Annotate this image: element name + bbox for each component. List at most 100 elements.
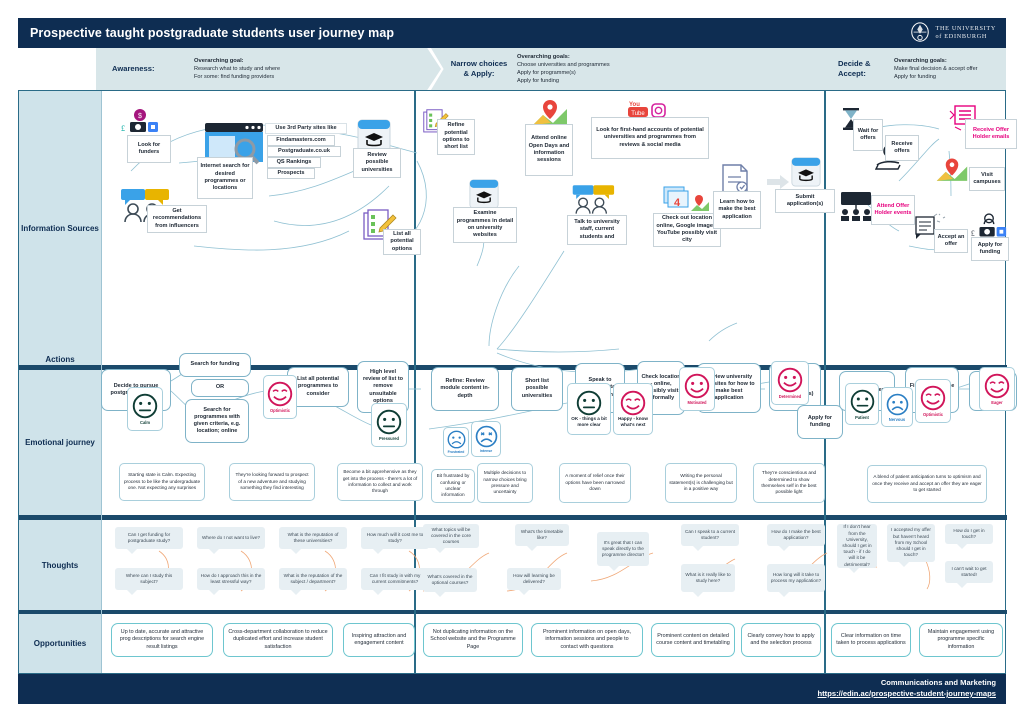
thought-text: How do I approach this in the least stre… bbox=[200, 572, 262, 584]
node-label: Accept an offer bbox=[937, 233, 965, 247]
phase-decide-accept[interactable]: Decide & Accept: Overarching goals: Make… bbox=[824, 48, 1006, 90]
info-node-learn-best-application[interactable]: Learn how to make the best application bbox=[713, 191, 761, 229]
info-node-postgraduate-couk[interactable]: Postgraduate.co.uk bbox=[267, 146, 341, 157]
action-list-all-programmes[interactable]: List all potential programmes to conside… bbox=[287, 367, 349, 407]
info-node-check-location[interactable]: Check out location online, Google images… bbox=[653, 213, 721, 247]
opportunity-card[interactable]: Prominent information on open days, info… bbox=[531, 623, 643, 657]
action-search-for-funding[interactable]: Search for funding bbox=[179, 353, 251, 377]
emotion-frustrated[interactable]: Frustrated bbox=[443, 427, 469, 457]
emotion-optimistic[interactable]: Optimistic bbox=[263, 375, 297, 419]
node-label: List all potential options bbox=[390, 230, 414, 252]
footer-url[interactable]: https://edin.ac/prospective-student-jour… bbox=[817, 689, 996, 698]
emotion-ok-more-clear[interactable]: OK - things a bit more clear bbox=[567, 383, 611, 435]
node-label: Attend Offer Holder events bbox=[874, 202, 912, 216]
row-label-text: Actions bbox=[45, 355, 75, 364]
phase-name: Decide & Accept: bbox=[838, 59, 871, 78]
node-label: Look for funders bbox=[137, 141, 161, 155]
thought-bubble: Where can I study this subject? bbox=[115, 568, 183, 595]
info-node-examine-programmes[interactable]: Examine programmes in detail on universi… bbox=[453, 207, 517, 243]
info-node-attend-open-days[interactable]: Attend online Open Days and information … bbox=[525, 124, 573, 176]
info-node-review-universities[interactable]: Review possible universities bbox=[353, 148, 401, 178]
emotion-label: Happy - know what's next bbox=[618, 416, 648, 427]
opportunity-card[interactable]: Clearly convey how to apply and the sele… bbox=[741, 623, 821, 657]
emotion-happy-know-whats-next[interactable]: Happy - know what's next bbox=[613, 383, 653, 435]
action-label: Search for funding bbox=[190, 361, 240, 368]
emotion-patient[interactable]: Patient bbox=[845, 383, 879, 425]
info-node-prospects[interactable]: Prospects bbox=[267, 168, 315, 179]
emotion-note: A blend of patient anticipation turns to… bbox=[867, 465, 987, 503]
thought-bubble: How much will it cost me to study? bbox=[361, 527, 429, 554]
action-short-list-universities[interactable]: Short list possible universities bbox=[511, 367, 563, 411]
info-node-qs-rankings[interactable]: QS Rankings bbox=[267, 157, 321, 168]
row-separator-3 bbox=[19, 610, 1007, 614]
phase-name: Narrow choices & Apply: bbox=[450, 59, 508, 78]
thought-bubble: What topics will be covered in the core … bbox=[423, 524, 479, 553]
thought-bubble: What's the timetable like? bbox=[515, 524, 569, 551]
node-label: Talk to university staff, current studen… bbox=[574, 218, 620, 240]
info-node-look-for-funders[interactable]: Look for funders bbox=[127, 135, 171, 163]
photos-location-icon: 4 bbox=[663, 186, 709, 211]
info-node-visit-campuses[interactable]: Visit campuses bbox=[969, 167, 1005, 191]
info-node-wait-for-offers[interactable]: Wait for offers bbox=[853, 119, 883, 151]
info-node-refine-short-list[interactable]: Refine potential options to short list bbox=[437, 119, 475, 155]
opportunity-text: Prominent information on open days, info… bbox=[542, 628, 632, 650]
opportunity-text: Clearly convey how to apply and the sele… bbox=[747, 632, 815, 646]
emotion-determined[interactable]: Determined bbox=[771, 361, 809, 405]
opportunity-card[interactable]: Cross-department collaboration to reduce… bbox=[223, 623, 333, 657]
opportunity-card[interactable]: Clear information on time taken to proce… bbox=[831, 623, 911, 657]
info-node-apply-for-funding[interactable]: Apply for funding bbox=[971, 237, 1009, 261]
node-label: Look for first-hand accounts of potentia… bbox=[596, 126, 704, 148]
opportunity-card[interactable]: Prominent content on detailed course con… bbox=[651, 623, 735, 657]
emotion-intense[interactable]: Intense bbox=[471, 421, 501, 457]
emotion-calm[interactable]: Calm bbox=[127, 387, 163, 431]
emotion-note-text: Multiple decisions to narrow choices bri… bbox=[483, 470, 527, 495]
opportunity-card[interactable]: Not duplicating information on the Schoo… bbox=[423, 623, 523, 657]
emotion-label: Optimistic bbox=[269, 408, 291, 413]
node-label: Postgraduate.co.uk bbox=[278, 147, 330, 154]
emotion-note: Become a bit apprehensive as they get in… bbox=[337, 463, 423, 501]
column-separator-1 bbox=[414, 91, 416, 673]
phase-narrow-choices-apply[interactable]: Narrow choices & Apply: Overarching goal… bbox=[431, 48, 851, 90]
action-search-programmes-criteria[interactable]: Search for programmes with given criteri… bbox=[185, 399, 249, 443]
opportunity-card[interactable]: Up to date, accurate and attractive prog… bbox=[111, 623, 213, 657]
info-node-first-hand-accounts[interactable]: Look for first-hand accounts of potentia… bbox=[591, 117, 709, 159]
thought-text: I can't wait to get started! bbox=[951, 565, 987, 577]
opportunity-text: Up to date, accurate and attractive prog… bbox=[119, 628, 205, 650]
people-chat-icon bbox=[572, 185, 615, 214]
info-node-submit-applications[interactable]: Submit application(s) bbox=[775, 189, 835, 213]
action-apply-for-funding[interactable]: Apply for funding bbox=[797, 405, 843, 439]
info-node-get-recommendations[interactable]: Get recommendations from influencers bbox=[147, 205, 207, 233]
face-happy-icon bbox=[620, 391, 646, 416]
info-node-findamasters[interactable]: Findamasters.com bbox=[267, 135, 335, 146]
action-label: Check location - online, possibly visit … bbox=[641, 373, 681, 402]
info-node-list-potential-options[interactable]: List all potential options bbox=[383, 229, 421, 255]
title-bar: Prospective taught postgraduate students… bbox=[18, 18, 1006, 48]
emotion-note-text: A moment of relief once their options ha… bbox=[565, 473, 625, 492]
info-node-attend-offer-holder-events[interactable]: Attend Offer Holder events bbox=[871, 195, 915, 225]
phase-goals: Overarching goals: Choose universities a… bbox=[511, 53, 610, 86]
action-refine-module-content[interactable]: Refine: Review module content in-depth bbox=[431, 367, 499, 411]
goal-item: Apply for funding bbox=[894, 74, 936, 81]
info-node-receive-offers[interactable]: Receive offers bbox=[885, 135, 919, 161]
emotion-pressured[interactable]: Pressured bbox=[371, 403, 407, 447]
info-node-accept-an-offer[interactable]: Accept an offer bbox=[934, 229, 968, 253]
phase-goals: Overarching goals: Make final decision &… bbox=[888, 57, 978, 82]
info-node-receive-offer-holder-emails[interactable]: Receive Offer Holder emails bbox=[965, 119, 1017, 149]
opportunity-card[interactable]: Inspiring attraction and engagement cont… bbox=[343, 623, 415, 657]
emotion-motivated[interactable]: Motivated bbox=[679, 367, 715, 411]
info-node-internet-search[interactable]: Internet search for desired programmes o… bbox=[197, 157, 253, 199]
emotion-optimistic-c3[interactable]: Optimistic bbox=[915, 379, 951, 423]
emotion-eager[interactable]: Eager bbox=[979, 367, 1015, 411]
node-label: Use 3rd Party sites like bbox=[275, 124, 337, 131]
opportunity-card[interactable]: Maintain engagement using programme spec… bbox=[919, 623, 1003, 657]
row-label-text: Opportunities bbox=[33, 639, 87, 648]
node-label: Internet search for desired programmes o… bbox=[200, 163, 250, 192]
footer-bar: Communications and Marketing https://edi… bbox=[18, 674, 1006, 704]
opportunity-text: Cross-department collaboration to reduce… bbox=[228, 628, 328, 650]
thought-bubble: Can I speak to a current student? bbox=[681, 524, 739, 551]
phase-awareness[interactable]: Awareness: Overarching goal: Research wh… bbox=[96, 48, 441, 90]
phase-name: Awareness: bbox=[112, 64, 155, 73]
info-node-talk-to-staff-students[interactable]: Talk to university staff, current studen… bbox=[567, 215, 627, 245]
emotion-nervous[interactable]: Nervous bbox=[881, 387, 913, 427]
